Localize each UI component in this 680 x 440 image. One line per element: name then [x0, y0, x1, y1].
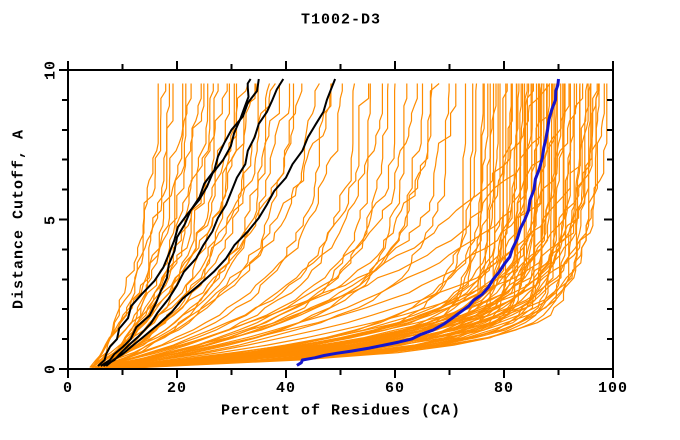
server-models-curve — [97, 83, 167, 368]
server-models-curve — [119, 83, 543, 369]
server-models-curve — [100, 83, 553, 369]
server-models-curve — [118, 83, 555, 369]
server-models-curve — [98, 83, 332, 369]
axis-frame-and-ticks — [59, 61, 614, 378]
server-models-curve — [104, 83, 570, 369]
y-tick-label: 10 — [42, 59, 60, 81]
server-models-curve — [113, 83, 467, 369]
server-models-curve — [92, 83, 192, 368]
server-models-curve — [93, 83, 174, 368]
server-models-curve — [98, 83, 230, 368]
server-models-curve — [99, 83, 551, 369]
server-models-curve — [97, 83, 389, 369]
server-models-curve — [111, 83, 499, 369]
x-tick-label: 40 — [275, 380, 297, 397]
server-models-curve — [107, 83, 271, 369]
server-models-curve — [103, 83, 202, 368]
server-models-curve — [123, 83, 530, 369]
server-models-curve — [99, 83, 383, 369]
server-models-curve — [110, 83, 489, 369]
server-models-curve — [120, 83, 558, 369]
server-models-curve — [107, 83, 371, 369]
server-models-curve — [100, 83, 291, 369]
x-axis-label: Percent of Residues (CA) — [220, 402, 462, 420]
black-model-1-curve — [97, 78, 252, 367]
server-models-curve — [98, 83, 184, 368]
server-models-curve — [96, 83, 343, 369]
y-tick-label: 0 — [42, 363, 60, 375]
server-models-curve — [101, 83, 333, 369]
x-tick-label: 80 — [493, 380, 515, 397]
highlight-model-blue-curve — [296, 78, 560, 367]
server-models-curve — [125, 83, 591, 369]
server-models-curve — [93, 83, 295, 369]
plot-title: T1002-D3 — [300, 11, 382, 29]
server-models-curve — [106, 83, 600, 369]
x-tick-label: 60 — [384, 380, 406, 397]
server-models-curve — [95, 83, 370, 369]
server-models-curve — [114, 83, 589, 369]
x-tick-label: 20 — [166, 380, 188, 397]
server-models-curve — [108, 83, 440, 369]
y-axis-label: Distance Cutoff, A — [10, 128, 28, 310]
server-models-curve — [96, 83, 584, 369]
server-models-curve — [109, 83, 600, 369]
black-model-4-curve — [105, 78, 337, 367]
server-models-curve — [91, 83, 228, 368]
server-models-curve — [109, 83, 575, 369]
black-model-3-curve — [102, 78, 285, 367]
model-curves — [89, 78, 608, 369]
server-models-curve — [119, 83, 608, 369]
server-models-curve — [92, 83, 205, 368]
server-models-curve — [104, 83, 424, 369]
x-tick-label: 0 — [62, 380, 74, 397]
server-models-curve — [136, 83, 512, 369]
server-models-curve — [110, 83, 592, 369]
black-model-2-curve — [100, 78, 260, 367]
server-models-curve — [89, 83, 159, 368]
server-models-curve — [106, 83, 396, 369]
server-models-curve — [109, 83, 508, 369]
server-models-curve — [90, 83, 257, 368]
server-models-curve — [100, 83, 433, 369]
server-models-curve — [94, 83, 457, 369]
server-models-curve — [123, 83, 474, 369]
server-models-curve — [99, 83, 219, 368]
server-models-curve — [119, 83, 554, 369]
server-models-curve — [132, 83, 565, 369]
server-models-curve — [112, 83, 497, 369]
y-tick-label: 5 — [42, 214, 60, 225]
server-models-curve — [125, 83, 581, 369]
server-models-curve — [95, 83, 320, 369]
server-models-curve — [108, 83, 605, 369]
server-models-curve — [120, 83, 588, 369]
x-tick-label: 100 — [597, 380, 629, 397]
